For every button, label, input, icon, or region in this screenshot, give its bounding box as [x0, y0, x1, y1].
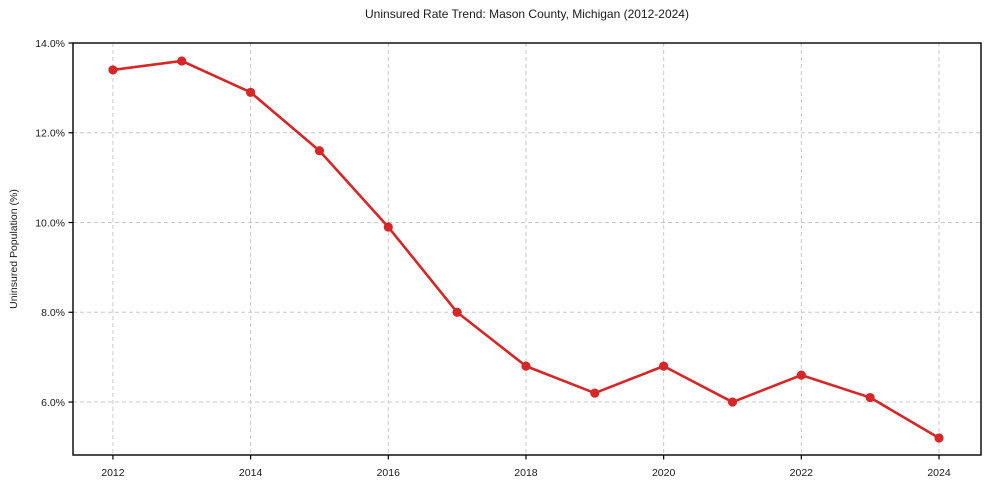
x-tick-label: 2022: [790, 467, 814, 479]
y-tick-label: 12.0%: [35, 128, 65, 140]
data-point: [314, 146, 325, 156]
data-point: [108, 65, 118, 75]
x-tick-label: 2014: [239, 467, 263, 479]
y-tick-label: 8.0%: [41, 307, 65, 319]
data-point: [246, 87, 256, 97]
plot-border: [72, 42, 982, 456]
data-point: [727, 397, 738, 407]
y-tick-label: 14.0%: [35, 38, 65, 50]
data-point: [177, 56, 187, 66]
y-tick-label: 10.0%: [35, 217, 65, 229]
data-point: [934, 433, 944, 443]
data-point: [452, 307, 462, 317]
data-point: [659, 361, 669, 371]
x-tick-label: 2012: [101, 467, 125, 479]
data-point: [590, 388, 600, 398]
x-tick-label: 2018: [514, 467, 538, 479]
chart-title: Uninsured Rate Trend: Mason County, Mich…: [365, 7, 689, 21]
data-point: [383, 222, 393, 232]
data-point: [521, 361, 531, 371]
x-tick-label: 2024: [927, 467, 951, 479]
y-tick-label: 6.0%: [41, 397, 65, 409]
x-tick-label: 2020: [652, 467, 676, 479]
data-point: [865, 392, 875, 403]
x-tick-label: 2016: [377, 467, 401, 479]
data-point: [796, 370, 806, 380]
